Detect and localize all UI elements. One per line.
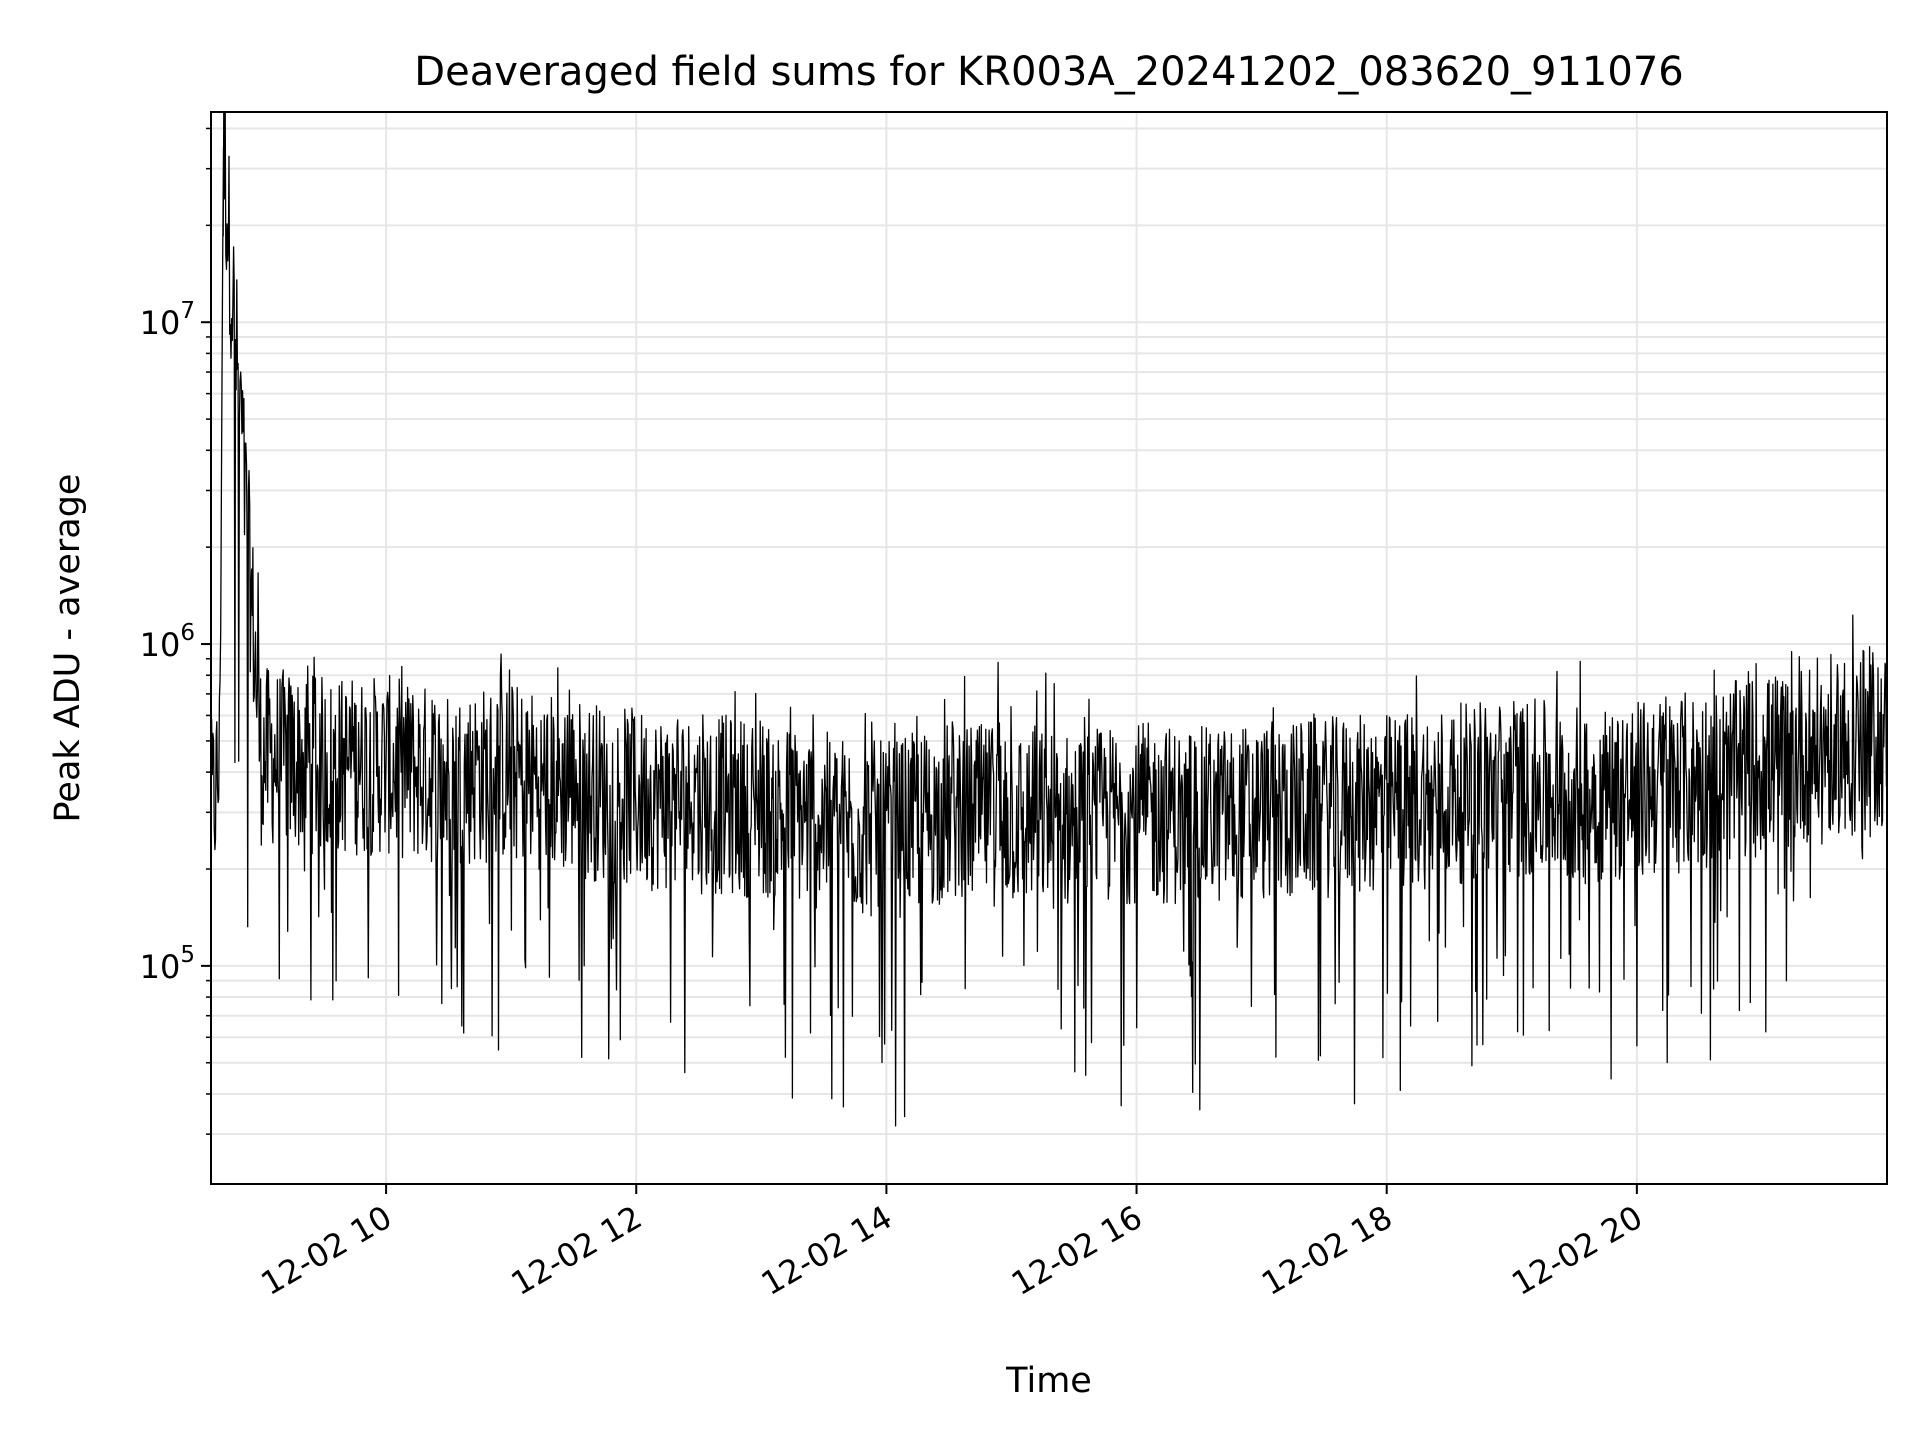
y-axis-label: Peak ADU - average [48,474,88,823]
series-line [211,112,1887,1127]
plot-frame [210,111,1888,1185]
y-tick-label: 106 [140,620,195,664]
chart-title: Deaveraged field sums for KR003A_2024120… [414,49,1683,95]
series-layer [211,112,1887,1127]
y-tick-label: 107 [140,298,195,342]
x-axis-label: Time [1005,1361,1092,1401]
y-axis-ticks: 105 106 107 [140,127,211,1135]
y-tick-label: 105 [140,942,195,986]
